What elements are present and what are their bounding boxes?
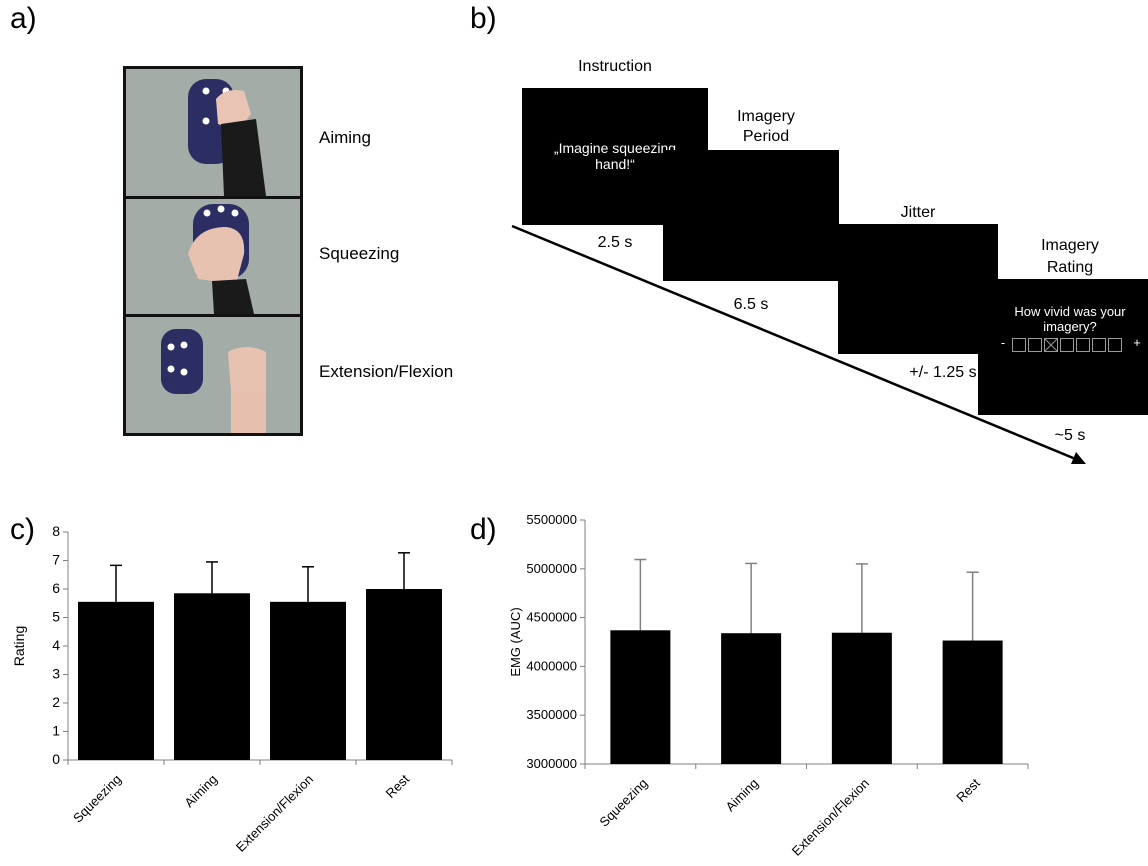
condition-label-extension-flexion: Extension/Flexion <box>319 362 454 381</box>
y-tick-label: 5 <box>52 609 60 625</box>
y-tick-label: 3000000 <box>526 756 577 771</box>
y-tick-label: 4 <box>52 637 60 653</box>
stage-title-rating-line2: Rating <box>1046 259 1094 276</box>
duration-instruction: 2.5 s <box>597 234 633 251</box>
y-tick-label: 5500000 <box>526 512 577 527</box>
panel-label-d: d) <box>470 513 497 546</box>
x-tick-label: Squeezing <box>596 776 650 830</box>
bar-extension-flexion <box>831 632 892 764</box>
stage-title-instruction: Instruction <box>578 58 652 75</box>
extension-flexion-photo <box>126 317 300 433</box>
bar-aiming <box>174 593 250 760</box>
squeezing-photo <box>126 199 300 314</box>
stage-title-jitter: Jitter <box>900 204 936 221</box>
y-axis-label: Rating <box>11 626 27 666</box>
condition-photo-frame <box>123 66 303 436</box>
rating-scale-plus: + <box>1133 335 1141 350</box>
imagery-period-screen <box>663 150 839 281</box>
stage-title-imagery-line2: Period <box>742 128 790 145</box>
bar-squeezing <box>610 630 671 764</box>
rating-scale-minus: - <box>1000 335 1006 350</box>
y-axis-label: EMG (AUC) <box>508 607 523 676</box>
duration-imagery-period: 6.5 s <box>733 296 769 313</box>
duration-jitter: +/- 1.25 s <box>909 364 977 381</box>
x-tick-label: Extension/Flexion <box>233 772 316 855</box>
stage-title-rating-line1: Imagery <box>1041 237 1099 254</box>
y-tick-label: 4000000 <box>526 658 577 673</box>
x-tick-label: Aiming <box>181 772 220 811</box>
bar-aiming <box>721 633 782 764</box>
y-tick-label: 8 <box>52 523 60 539</box>
x-tick-label: Aiming <box>723 776 762 815</box>
jitter-screen <box>838 224 998 354</box>
duration-rating: ~5 s <box>1054 427 1086 444</box>
y-tick-label: 3 <box>52 666 60 682</box>
y-tick-label: 5000000 <box>526 561 577 576</box>
rating-question: How vivid was your imagery? <box>1014 304 1126 334</box>
x-tick-label: Extension/Flexion <box>789 776 872 859</box>
y-tick-label: 1 <box>52 723 60 739</box>
emg-chart: 3000000 3500000 4000000 4500000 5000000 55000… <box>508 512 1029 859</box>
panel-label-c: c) <box>10 513 35 546</box>
y-tick-label: 4500000 <box>526 610 577 625</box>
x-tick-label: Squeezing <box>70 772 124 826</box>
x-tick-label: Rest <box>383 771 413 801</box>
y-tick-label: 0 <box>52 751 60 767</box>
bar-rest <box>366 589 442 760</box>
aiming-photo <box>126 69 300 196</box>
x-tick-label: Rest <box>953 775 983 805</box>
y-tick-label: 3500000 <box>526 707 577 722</box>
bar-rest <box>942 640 1003 764</box>
y-tick-label: 2 <box>52 694 60 710</box>
rating-scale-boxes <box>1012 338 1122 352</box>
y-tick-label: 6 <box>52 580 60 596</box>
instruction-screen-text: „Imagine squeezing hand!“ <box>553 140 677 172</box>
y-tick-label: 7 <box>52 552 60 568</box>
condition-label-aiming: Aiming <box>319 128 371 147</box>
bar-squeezing <box>78 601 154 760</box>
imagery-rating-screen: How vivid was your imagery? - + <box>978 279 1148 415</box>
rating-chart: 0 1 2 3 4 5 6 7 8 Rating Squeezing Aiming Extension/… <box>11 523 453 855</box>
panel-label-a: a) <box>10 2 37 35</box>
stage-title-imagery-line1: Imagery <box>737 108 795 125</box>
panel-label-b: b) <box>470 2 497 35</box>
bar-extension-flexion <box>270 601 346 760</box>
condition-label-squeezing: Squeezing <box>319 244 400 263</box>
